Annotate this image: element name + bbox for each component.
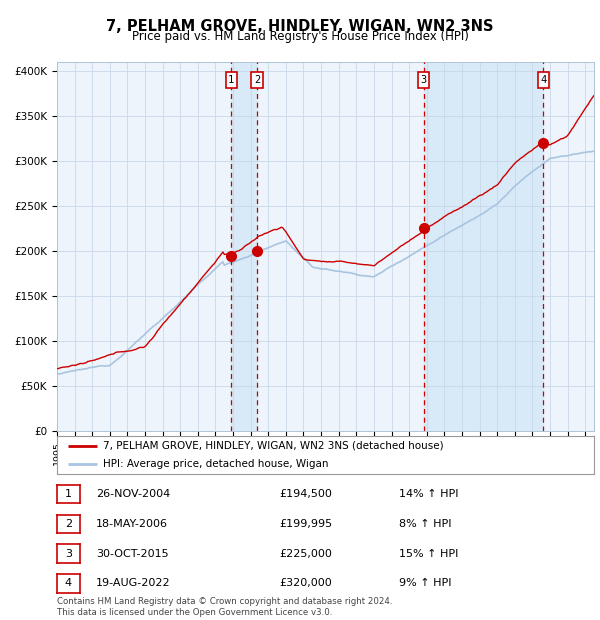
Bar bbox=[232, 62, 257, 431]
Text: 18-MAY-2006: 18-MAY-2006 bbox=[96, 519, 168, 529]
Text: 8% ↑ HPI: 8% ↑ HPI bbox=[399, 519, 451, 529]
Text: 3: 3 bbox=[421, 75, 427, 85]
Text: HPI: Average price, detached house, Wigan: HPI: Average price, detached house, Wiga… bbox=[103, 459, 328, 469]
Text: 4: 4 bbox=[65, 578, 72, 588]
Text: £225,000: £225,000 bbox=[279, 549, 332, 559]
Text: 14% ↑ HPI: 14% ↑ HPI bbox=[399, 489, 458, 499]
Text: 2: 2 bbox=[65, 519, 72, 529]
Text: 2: 2 bbox=[254, 75, 260, 85]
Bar bbox=[424, 62, 544, 431]
Text: 30-OCT-2015: 30-OCT-2015 bbox=[96, 549, 169, 559]
Text: £320,000: £320,000 bbox=[279, 578, 332, 588]
Text: 9% ↑ HPI: 9% ↑ HPI bbox=[399, 578, 451, 588]
Text: 1: 1 bbox=[228, 75, 235, 85]
Text: 26-NOV-2004: 26-NOV-2004 bbox=[96, 489, 170, 499]
Text: 4: 4 bbox=[541, 75, 547, 85]
Text: 3: 3 bbox=[65, 549, 72, 559]
Text: Contains HM Land Registry data © Crown copyright and database right 2024.
This d: Contains HM Land Registry data © Crown c… bbox=[57, 598, 392, 617]
Text: 7, PELHAM GROVE, HINDLEY, WIGAN, WN2 3NS (detached house): 7, PELHAM GROVE, HINDLEY, WIGAN, WN2 3NS… bbox=[103, 441, 443, 451]
Text: 15% ↑ HPI: 15% ↑ HPI bbox=[399, 549, 458, 559]
Text: 7, PELHAM GROVE, HINDLEY, WIGAN, WN2 3NS: 7, PELHAM GROVE, HINDLEY, WIGAN, WN2 3NS bbox=[106, 19, 494, 33]
Text: £199,995: £199,995 bbox=[279, 519, 332, 529]
Text: £194,500: £194,500 bbox=[279, 489, 332, 499]
Text: 19-AUG-2022: 19-AUG-2022 bbox=[96, 578, 170, 588]
Text: 1: 1 bbox=[65, 489, 72, 499]
Text: Price paid vs. HM Land Registry's House Price Index (HPI): Price paid vs. HM Land Registry's House … bbox=[131, 30, 469, 43]
